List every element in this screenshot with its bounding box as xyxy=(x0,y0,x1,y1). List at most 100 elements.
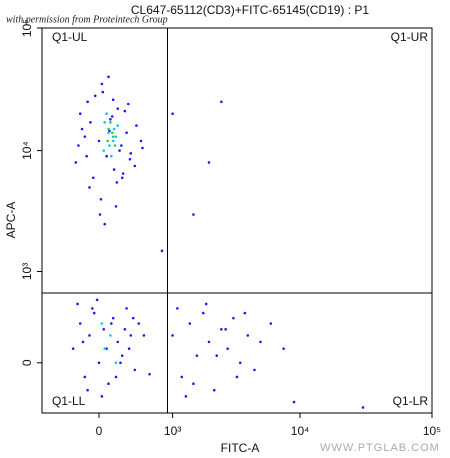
event-dot xyxy=(102,149,106,152)
event-dot xyxy=(120,354,124,357)
event-dot xyxy=(107,75,110,79)
quadrant-label: Q1-UL xyxy=(52,30,88,44)
event-dot xyxy=(109,118,112,121)
event-dot xyxy=(224,327,227,331)
x-tick-label: 10⁴ xyxy=(291,424,310,438)
event-dot xyxy=(91,176,95,180)
event-dot xyxy=(119,361,122,365)
event-dot xyxy=(112,127,116,131)
event-dot xyxy=(88,334,91,337)
event-dot xyxy=(246,334,250,337)
event-dot xyxy=(103,347,107,350)
event-dot xyxy=(85,154,88,158)
event-dot xyxy=(110,131,114,134)
event-dot xyxy=(111,98,115,102)
event-dot xyxy=(106,139,109,143)
event-dot xyxy=(201,311,205,315)
event-dot xyxy=(127,347,131,350)
event-dot xyxy=(141,146,144,150)
event-dot xyxy=(128,157,132,161)
event-dot xyxy=(103,121,107,124)
event-dot xyxy=(108,144,111,147)
event-dot xyxy=(101,90,105,94)
event-dot xyxy=(184,395,188,398)
quadrant-label: Q1-LL xyxy=(52,394,86,408)
event-dot xyxy=(114,135,118,138)
event-dot xyxy=(133,164,137,168)
event-dot xyxy=(89,121,92,124)
event-dot xyxy=(133,368,137,372)
event-dot xyxy=(109,121,112,124)
event-dot xyxy=(95,298,99,302)
event-dot xyxy=(109,334,112,337)
event-dot xyxy=(88,186,91,189)
event-dot xyxy=(78,322,82,325)
event-dot xyxy=(86,100,89,104)
event-dot xyxy=(220,100,223,104)
event-dot xyxy=(220,327,223,331)
event-dot xyxy=(121,172,125,175)
event-dot xyxy=(74,161,78,164)
event-dot xyxy=(98,213,102,216)
event-dot xyxy=(107,382,110,386)
event-dot xyxy=(292,400,296,404)
event-dot xyxy=(116,340,120,344)
event-dot xyxy=(114,361,118,365)
event-dot xyxy=(110,154,113,158)
event-dot xyxy=(105,112,108,115)
event-dot xyxy=(116,107,120,110)
event-dot xyxy=(126,102,130,106)
event-dot xyxy=(114,375,118,379)
event-dot xyxy=(123,109,127,113)
event-dot xyxy=(112,168,116,171)
event-dot xyxy=(103,222,107,226)
x-tick-label: 10³ xyxy=(164,424,181,438)
event-dot xyxy=(269,322,273,325)
event-dot xyxy=(259,340,262,344)
event-dot xyxy=(111,139,115,143)
event-dot xyxy=(129,152,133,155)
event-dot xyxy=(113,144,117,147)
event-dot xyxy=(111,135,115,138)
event-dot xyxy=(238,361,242,365)
event-dot xyxy=(192,213,195,216)
event-dot xyxy=(253,368,256,372)
event-dot xyxy=(92,311,96,315)
event-dot xyxy=(148,372,151,376)
event-dot xyxy=(77,144,80,147)
event-dot xyxy=(171,334,174,337)
event-dot xyxy=(215,354,219,357)
event-dot xyxy=(100,395,104,398)
event-dot xyxy=(78,112,82,115)
event-dot xyxy=(235,375,239,379)
plot-frame xyxy=(41,27,433,414)
event-dot xyxy=(160,249,164,253)
event-dot xyxy=(97,139,101,143)
event-dot xyxy=(176,307,179,310)
event-dot xyxy=(107,131,110,134)
x-axis-label: FITC-A xyxy=(221,441,260,455)
event-dot xyxy=(110,115,114,118)
event-dot xyxy=(86,388,89,392)
watermark: with permission from Proteintech Group xyxy=(6,14,168,25)
event-dot xyxy=(118,149,121,152)
x-tick-label: 10⁵ xyxy=(423,424,441,438)
event-dot xyxy=(171,112,174,115)
event-dot xyxy=(125,307,128,310)
event-dot xyxy=(195,354,199,357)
event-dot xyxy=(93,94,97,98)
event-dot xyxy=(232,316,235,320)
event-dot xyxy=(135,124,138,127)
event-dot xyxy=(226,347,229,350)
quadrant-label: Q1-LR xyxy=(393,394,429,408)
event-dot xyxy=(80,127,84,131)
event-dot xyxy=(282,347,285,350)
event-dot xyxy=(120,176,124,180)
event-dot xyxy=(83,375,87,379)
y-tick-label: 10³ xyxy=(20,263,34,280)
event-dot xyxy=(105,347,108,350)
event-dot xyxy=(192,382,195,386)
site-watermark: WWW.PTGLAB.COM xyxy=(320,442,440,454)
event-dot xyxy=(120,144,123,147)
